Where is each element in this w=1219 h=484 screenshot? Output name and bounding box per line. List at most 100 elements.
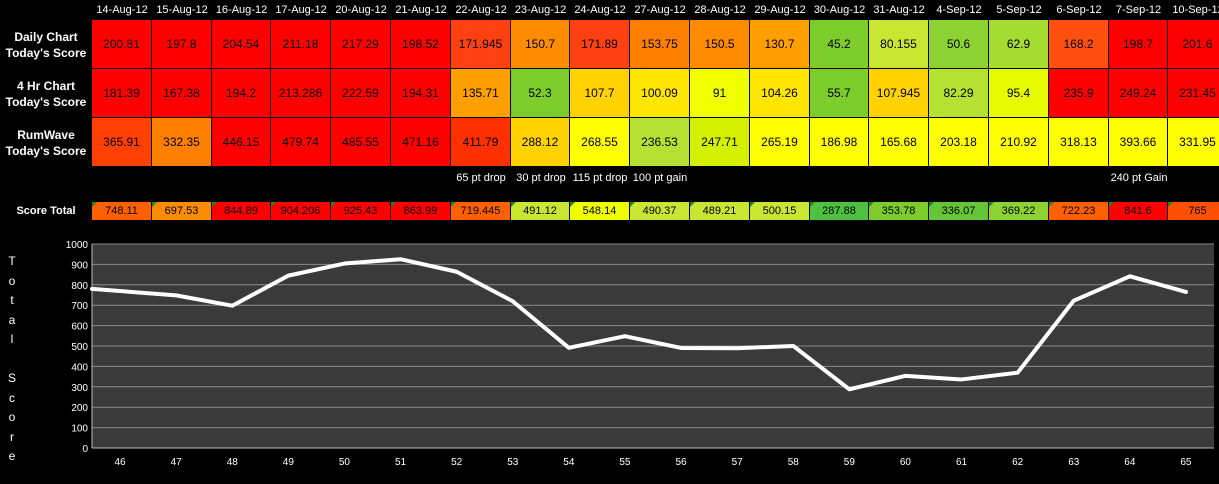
data-point (736, 347, 738, 349)
y-tick-label: 800 (71, 281, 88, 292)
date-header: 6-Sep-12 (1049, 0, 1109, 20)
score-cell: 107.7 (570, 69, 630, 118)
x-tick-label: 63 (1068, 457, 1080, 468)
date-header: 27-Aug-12 (630, 0, 690, 20)
date-header: 15-Aug-12 (152, 0, 212, 20)
data-point (91, 288, 93, 290)
score-cell: 52.3 (511, 69, 570, 118)
score-total-cell: 548.14 (570, 202, 630, 220)
row-label: RumWave Today's Score (0, 118, 92, 167)
x-tick-label: 51 (395, 457, 407, 468)
x-tick-label: 49 (283, 457, 295, 468)
score-cell: 213.286 (271, 69, 331, 118)
score-cell: 265.19 (750, 118, 810, 167)
score-cell: 235.9 (1049, 69, 1109, 118)
score-cell: 203.18 (929, 118, 989, 167)
x-tick-label: 53 (507, 457, 519, 468)
data-point (400, 258, 402, 260)
score-cell: 288.12 (511, 118, 570, 167)
date-header: 24-Aug-12 (570, 0, 630, 20)
x-tick-label: 56 (675, 457, 687, 468)
comment-marker-icon (630, 202, 635, 207)
score-total-cell: 287.88 (810, 202, 869, 220)
x-tick-label: 59 (844, 457, 856, 468)
score-cell: 249.24 (1109, 69, 1168, 118)
x-tick-label: 62 (1012, 457, 1024, 468)
axis-title-letter: t (10, 293, 14, 307)
score-cell: 194.2 (212, 69, 271, 118)
date-header: 29-Aug-12 (750, 0, 810, 20)
comment-marker-icon (810, 202, 815, 207)
y-tick-label: 1000 (66, 240, 89, 251)
x-tick-label: 48 (227, 457, 239, 468)
score-cell: 165.68 (869, 118, 929, 167)
row-label-line: Today's Score (5, 94, 87, 109)
row-label: Daily Chart Today's Score (0, 20, 92, 69)
score-cell: 82.29 (929, 69, 989, 118)
score-cell: 268.55 (570, 118, 630, 167)
comment-marker-icon (690, 202, 695, 207)
x-tick-label: 55 (619, 457, 631, 468)
data-point (456, 271, 458, 273)
score-cell: 55.7 (810, 69, 869, 118)
score-cell: 485.55 (331, 118, 391, 167)
date-header: 22-Aug-12 (451, 0, 511, 20)
annotation-note: 65 pt drop (456, 172, 506, 184)
comment-marker-icon (869, 202, 874, 207)
score-cell: 168.2 (1049, 20, 1109, 69)
score-cell: 62.9 (989, 20, 1049, 69)
axis-title-letter: l (10, 332, 14, 346)
date-header: 16-Aug-12 (212, 0, 271, 20)
score-cell: 171.945 (451, 20, 511, 69)
x-tick-label: 64 (1124, 457, 1136, 468)
axis-title-letter: S (7, 371, 16, 385)
y-tick-label: 200 (71, 403, 88, 414)
score-cell: 100.09 (630, 69, 690, 118)
score-cell: 80.155 (869, 20, 929, 69)
axis-title-letter: T (8, 254, 16, 268)
x-tick-label: 60 (900, 457, 912, 468)
data-point (624, 335, 626, 337)
score-cell: 104.26 (750, 69, 810, 118)
axis-title-letter: c (9, 390, 15, 405)
data-point (1073, 300, 1075, 302)
data-point (512, 300, 514, 302)
comment-marker-icon (271, 202, 276, 207)
score-total-cell: 336.07 (929, 202, 989, 220)
x-tick-label: 46 (114, 457, 126, 468)
score-total-cell: 841.6 (1109, 202, 1168, 220)
axis-title-letter: o (8, 273, 16, 288)
comment-marker-icon (511, 202, 516, 207)
score-total-cell: 491.12 (511, 202, 570, 220)
y-tick-label: 0 (82, 444, 88, 455)
score-cell: 365.91 (92, 118, 152, 167)
score-cell: 198.52 (391, 20, 451, 69)
x-tick-label: 65 (1180, 457, 1192, 468)
comment-marker-icon (152, 202, 157, 207)
comment-marker-icon (331, 202, 336, 207)
score-cell: 393.66 (1109, 118, 1168, 167)
comment-marker-icon (212, 202, 217, 207)
annotation-note: 115 pt drop (572, 172, 628, 184)
data-point (568, 347, 570, 349)
score-cell: 95.4 (989, 69, 1049, 118)
comment-marker-icon (989, 202, 994, 207)
y-tick-label: 300 (71, 383, 88, 394)
score-total-cell: 697.53 (152, 202, 212, 220)
score-total-cell: 863.99 (391, 202, 451, 220)
x-tick-label: 57 (732, 457, 744, 468)
score-cell: 167.38 (152, 69, 212, 118)
x-tick-label: 58 (788, 457, 800, 468)
score-total-cell: 353.78 (869, 202, 929, 220)
score-total-cell: 369.22 (989, 202, 1049, 220)
data-point (175, 294, 177, 296)
score-cell: 211.18 (271, 20, 331, 69)
date-header: 10-Sep-12 (1168, 0, 1219, 20)
row-label-line: RumWave (17, 127, 75, 142)
annotation-note: 30 pt drop (516, 172, 566, 184)
date-header: 31-Aug-12 (869, 0, 929, 20)
y-tick-label: 100 (71, 424, 88, 435)
axis-title-letter: e (8, 449, 16, 463)
date-header: 21-Aug-12 (391, 0, 451, 20)
score-cell: 222.59 (331, 69, 391, 118)
